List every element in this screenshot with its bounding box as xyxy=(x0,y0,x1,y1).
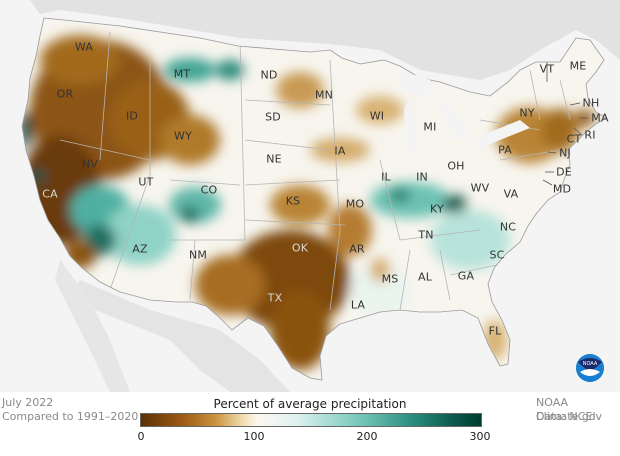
baseline-label: Compared to 1991–2020 xyxy=(2,410,139,423)
state-label-ks: KS xyxy=(285,194,301,208)
state-label-nd: ND xyxy=(260,68,278,82)
state-label-ar: AR xyxy=(349,242,365,256)
state-label-sc: SC xyxy=(489,248,505,262)
state-label-mi: MI xyxy=(423,120,437,134)
state-label-mt: MT xyxy=(173,67,191,81)
svg-text:NOAA: NOAA xyxy=(583,361,598,367)
state-label-ms: MS xyxy=(381,272,399,286)
state-label-la: LA xyxy=(350,298,366,312)
state-label-nv: NV xyxy=(81,157,99,171)
state-label-me: ME xyxy=(569,59,587,73)
legend-tick-0: 0 xyxy=(137,430,145,443)
state-label-va: VA xyxy=(503,187,519,201)
state-label-ok: OK xyxy=(291,241,309,255)
state-label-ut: UT xyxy=(138,175,154,189)
legend-tick-300: 300 xyxy=(469,430,491,443)
state-label-wi: WI xyxy=(369,109,385,123)
state-label-or: OR xyxy=(56,87,74,101)
state-label-nm: NM xyxy=(188,248,208,262)
state-label-wa: WA xyxy=(74,40,94,54)
state-label-tx: TX xyxy=(267,291,283,305)
state-label-de: DE xyxy=(556,165,572,179)
state-label-nj: NJ xyxy=(559,146,571,160)
state-label-id: ID xyxy=(125,109,139,123)
state-label-nc: NC xyxy=(499,220,517,234)
state-label-in: IN xyxy=(416,170,428,184)
state-label-pa: PA xyxy=(498,143,512,157)
state-label-mn: MN xyxy=(314,88,334,102)
noaa-bird-icon: NOAA xyxy=(576,354,604,382)
state-label-ia: IA xyxy=(334,144,346,158)
state-label-al: AL xyxy=(417,270,433,284)
map-graphic xyxy=(0,0,620,392)
state-label-vt: VT xyxy=(539,62,555,76)
state-label-ri: RI xyxy=(584,128,596,142)
state-label-wv: WV xyxy=(470,181,490,195)
state-label-fl: FL xyxy=(488,324,502,338)
state-label-mo: MO xyxy=(345,197,365,211)
state-label-ny: NY xyxy=(519,106,535,120)
state-label-ne: NE xyxy=(266,152,282,166)
state-label-co: CO xyxy=(200,183,218,197)
state-label-az: AZ xyxy=(132,242,148,256)
legend-color-bar xyxy=(140,413,482,427)
legend-tick-200: 200 xyxy=(356,430,378,443)
state-label-ky: KY xyxy=(430,202,444,216)
state-label-md: MD xyxy=(552,182,572,196)
source-label: Data: NCEI xyxy=(536,410,596,423)
credit-label: NOAA Climate.gov xyxy=(536,396,603,423)
state-label-ga: GA xyxy=(457,269,475,283)
state-label-ma: MA xyxy=(591,111,609,125)
legend-title: Percent of average precipitation xyxy=(213,397,407,411)
noaa-logo: NOAA xyxy=(576,354,604,382)
state-label-sd: SD xyxy=(265,110,281,124)
state-label-tn: TN xyxy=(418,228,434,242)
state-label-wy: WY xyxy=(174,129,192,143)
state-label-ca: CA xyxy=(42,187,58,201)
period-label: July 2022 xyxy=(2,396,54,409)
state-label-ct: CT xyxy=(566,132,582,146)
state-label-oh: OH xyxy=(447,159,465,173)
state-label-nh: NH xyxy=(582,96,600,110)
legend-tick-100: 100 xyxy=(243,430,265,443)
precipitation-map: WA OR CA NV ID MT WY UT CO AZ NM ND SD NE KS OK TX MN IA MO… xyxy=(0,0,620,392)
state-label-il: IL xyxy=(381,170,391,184)
